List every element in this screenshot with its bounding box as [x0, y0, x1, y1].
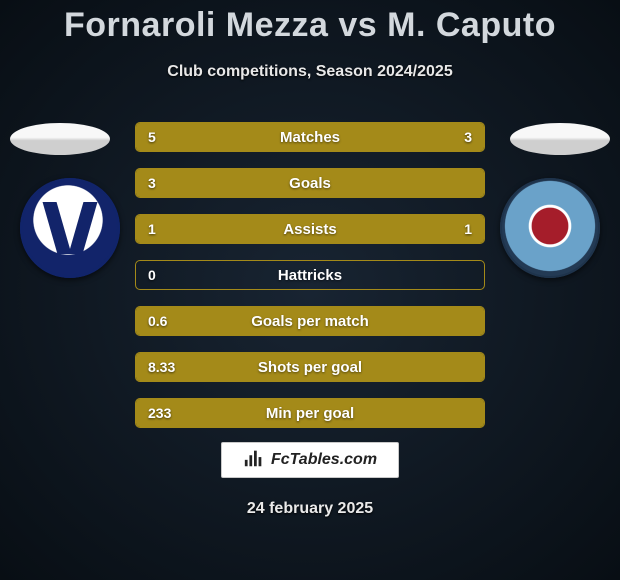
stat-bar: Goals3 — [135, 168, 485, 198]
stat-bar-label: Hattricks — [136, 261, 484, 289]
watermark-text: FcTables.com — [271, 451, 377, 469]
stat-bar: Shots per goal8.33 — [135, 352, 485, 382]
club-crest-right — [500, 178, 600, 278]
stat-bar-fill-left — [136, 215, 310, 243]
footer-date: 24 february 2025 — [0, 500, 620, 518]
stat-bar-fill-left — [136, 307, 484, 335]
player-photo-left — [10, 123, 110, 155]
stat-bar-value-left: 0 — [148, 261, 156, 289]
stat-bar: Min per goal233 — [135, 398, 485, 428]
page-title: Fornaroli Mezza vs M. Caputo — [0, 0, 620, 45]
stat-bar-fill-left — [136, 123, 354, 151]
stat-bar-fill-right — [310, 215, 484, 243]
stat-bar-fill-left — [136, 353, 484, 381]
stat-bar: Matches53 — [135, 122, 485, 152]
stats-bars: Matches53 Goals3 Assists11 Hattricks0 Goals … — [135, 122, 485, 444]
stat-bar: Goals per match0.6 — [135, 306, 485, 336]
stat-bar-fill-left — [136, 169, 484, 197]
stat-bar: Assists11 — [135, 214, 485, 244]
watermark: FcTables.com — [221, 442, 399, 478]
club-crest-left — [20, 178, 120, 278]
stat-bar-fill-left — [136, 399, 484, 427]
page-subtitle: Club competitions, Season 2024/2025 — [0, 63, 620, 81]
player-photo-right — [510, 123, 610, 155]
stat-bar: Hattricks0 — [135, 260, 485, 290]
stat-bar-fill-right — [354, 123, 485, 151]
bars-icon — [243, 447, 265, 474]
